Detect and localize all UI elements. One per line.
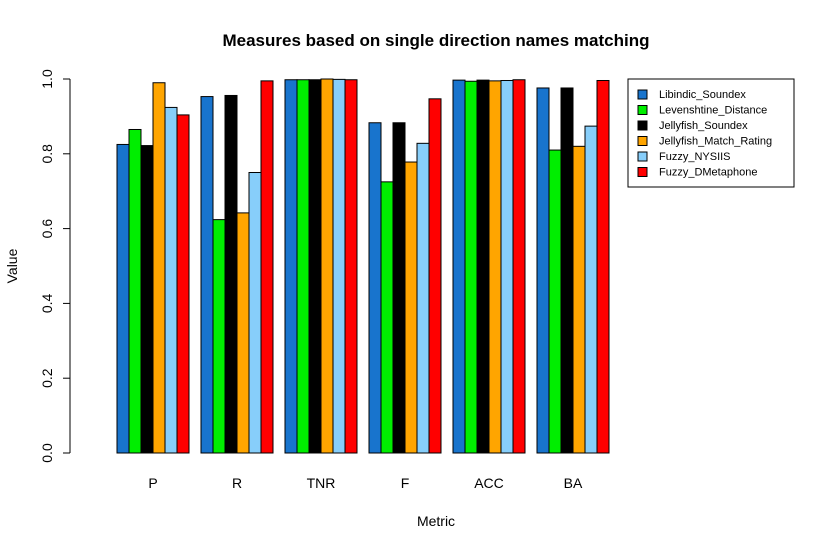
bar bbox=[344, 79, 358, 454]
legend-swatch bbox=[637, 120, 648, 131]
legend-entry: Levenshtine_Distance bbox=[659, 105, 767, 117]
bar bbox=[560, 87, 574, 454]
y-axis: 0.0 0.2 0.4 0.6 0.8 1.0 bbox=[39, 69, 71, 463]
bar bbox=[224, 94, 238, 454]
chart-title: Measures based on single direction names… bbox=[222, 31, 649, 50]
x-tick-label: R bbox=[232, 475, 242, 491]
bar bbox=[476, 79, 490, 454]
x-tick-label: F bbox=[401, 475, 410, 491]
bar bbox=[572, 145, 586, 454]
bar bbox=[116, 143, 130, 454]
y-tick-label: 0.2 bbox=[39, 368, 55, 388]
bar bbox=[452, 79, 466, 454]
bar bbox=[176, 114, 190, 454]
y-tick-label: 0.4 bbox=[39, 293, 55, 313]
legend-entry: Jellyfish_Soundex bbox=[659, 120, 748, 132]
legend-entry: Libindic_Soundex bbox=[659, 89, 746, 101]
y-tick-label: 1.0 bbox=[39, 69, 55, 89]
bar bbox=[320, 78, 334, 454]
x-tick-label: P bbox=[148, 475, 157, 491]
legend-box bbox=[627, 78, 795, 188]
bar bbox=[128, 128, 142, 454]
bar bbox=[308, 79, 322, 454]
bar bbox=[464, 80, 478, 454]
x-tick-label: BA bbox=[564, 475, 583, 491]
bar bbox=[332, 78, 346, 454]
bar bbox=[260, 80, 274, 454]
bar bbox=[296, 79, 310, 454]
legend-entry: Fuzzy_DMetaphone bbox=[659, 167, 757, 179]
legend-swatch bbox=[637, 136, 648, 146]
bar bbox=[512, 79, 526, 454]
bar bbox=[164, 106, 178, 454]
bar bbox=[368, 122, 382, 454]
legend-swatch bbox=[637, 151, 648, 162]
x-tick-label: TNR bbox=[307, 475, 336, 491]
legend: Libindic_Soundex Levenshtine_Distance Jell… bbox=[627, 78, 795, 188]
bar bbox=[536, 87, 550, 454]
x-tick-label: ACC bbox=[474, 475, 504, 491]
bar bbox=[284, 79, 298, 454]
bars bbox=[116, 78, 610, 454]
bar bbox=[416, 142, 430, 454]
bar bbox=[212, 219, 226, 454]
bar bbox=[428, 98, 442, 454]
y-tick-label: 0.0 bbox=[39, 443, 55, 463]
bar bbox=[548, 149, 562, 454]
bar bbox=[152, 82, 166, 454]
y-tick-label: 0.8 bbox=[39, 144, 55, 164]
legend-entry: Fuzzy_NYSIIS bbox=[659, 151, 731, 163]
legend-swatch bbox=[637, 105, 648, 115]
y-axis-label: Value bbox=[4, 248, 20, 283]
bar bbox=[596, 79, 610, 454]
bar bbox=[380, 181, 394, 454]
bar bbox=[140, 145, 154, 454]
bar bbox=[500, 79, 514, 454]
bar bbox=[392, 122, 406, 454]
bar bbox=[404, 161, 418, 454]
x-axis-ticks: P R TNR F ACC BA bbox=[148, 475, 583, 491]
bar bbox=[236, 212, 250, 454]
y-tick-label: 0.6 bbox=[39, 219, 55, 239]
bar bbox=[488, 80, 502, 454]
bar bbox=[584, 125, 598, 454]
legend-swatch bbox=[637, 89, 648, 100]
x-axis-label: Metric bbox=[417, 513, 455, 529]
legend-swatch bbox=[637, 167, 648, 177]
legend-entry: Jellyfish_Match_Rating bbox=[659, 136, 772, 148]
bar bbox=[200, 96, 214, 454]
bar bbox=[248, 172, 262, 454]
